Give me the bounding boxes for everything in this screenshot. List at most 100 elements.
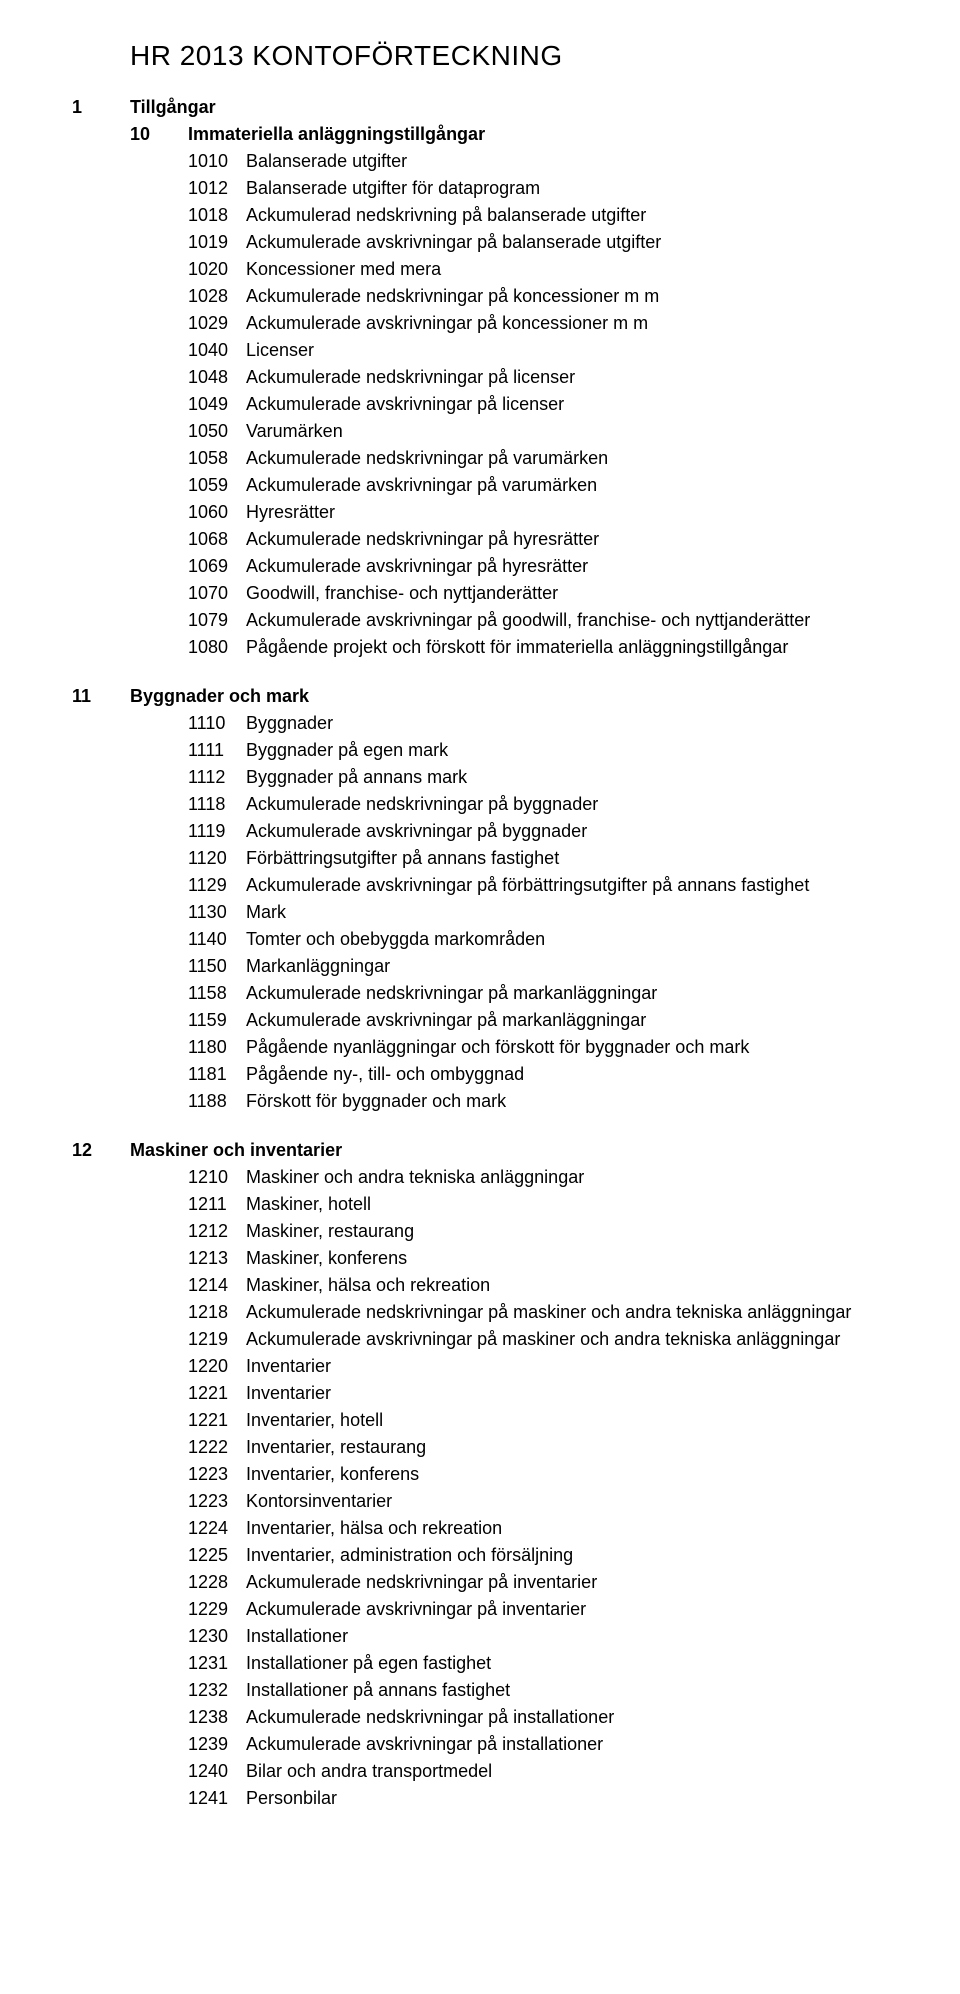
account-description: Kontorsinventarier — [246, 1488, 900, 1515]
account-description: Ackumulerade nedskrivningar på maskiner … — [246, 1299, 900, 1326]
account-rows: 1210Maskiner och andra tekniska anläggni… — [130, 1164, 900, 1812]
account-code: 1110 — [188, 710, 246, 737]
account-code: 1225 — [188, 1542, 246, 1569]
account-code: 1228 — [188, 1569, 246, 1596]
account-code: 1224 — [188, 1515, 246, 1542]
account-rows: 1010Balanserade utgifter1012Balanserade … — [130, 148, 900, 661]
account-row: 1010Balanserade utgifter — [188, 148, 900, 175]
account-description: Byggnader på egen mark — [246, 737, 900, 764]
account-description: Ackumulerade avskrivningar på förbättrin… — [246, 872, 900, 899]
account-description: Balanserade utgifter — [246, 148, 900, 175]
account-row: 1188Förskott för byggnader och mark — [188, 1088, 900, 1115]
account-row: 1028Ackumulerade nedskrivningar på konce… — [188, 283, 900, 310]
account-code: 1212 — [188, 1218, 246, 1245]
account-description: Inventarier, hälsa och rekreation — [246, 1515, 900, 1542]
page: HR 2013 KONTOFÖRTECKNING 1 Tillgångar 10… — [0, 40, 960, 1812]
account-description: Ackumulerade nedskrivningar på koncessio… — [246, 283, 900, 310]
group-code: 10 — [130, 121, 188, 148]
account-code: 1140 — [188, 926, 246, 953]
section-header: 12 Maskiner och inventarier — [130, 1137, 900, 1164]
account-code: 1211 — [188, 1191, 246, 1218]
account-row: 1012Balanserade utgifter för dataprogram — [188, 175, 900, 202]
account-description: Personbilar — [246, 1785, 900, 1812]
account-code: 1058 — [188, 445, 246, 472]
account-code: 1130 — [188, 899, 246, 926]
account-description: Koncessioner med mera — [246, 256, 900, 283]
section-header: 11 Byggnader och mark — [130, 683, 900, 710]
account-row: 1020Koncessioner med mera — [188, 256, 900, 283]
account-row: 1049Ackumulerade avskrivningar på licens… — [188, 391, 900, 418]
account-description: Balanserade utgifter för dataprogram — [246, 175, 900, 202]
account-description: Mark — [246, 899, 900, 926]
account-description: Förskott för byggnader och mark — [246, 1088, 900, 1115]
account-description: Pågående nyanläggningar och förskott för… — [246, 1034, 900, 1061]
account-code: 1028 — [188, 283, 246, 310]
account-row: 1111Byggnader på egen mark — [188, 737, 900, 764]
account-row: 1120Förbättringsutgifter på annans fasti… — [188, 845, 900, 872]
group-title: Immateriella anläggningstillgångar — [188, 121, 900, 148]
account-code: 1070 — [188, 580, 246, 607]
account-code: 1020 — [188, 256, 246, 283]
account-row: 1230Installationer — [188, 1623, 900, 1650]
account-code: 1080 — [188, 634, 246, 661]
account-code: 1111 — [188, 737, 246, 764]
account-code: 1181 — [188, 1061, 246, 1088]
account-description: Ackumulerade avskrivningar på inventarie… — [246, 1596, 900, 1623]
account-code: 1060 — [188, 499, 246, 526]
account-description: Ackumulerade nedskrivningar på installat… — [246, 1704, 900, 1731]
account-row: 1223Kontorsinventarier — [188, 1488, 900, 1515]
account-code: 1118 — [188, 791, 246, 818]
account-code: 1068 — [188, 526, 246, 553]
account-row: 1241Personbilar — [188, 1785, 900, 1812]
account-code: 1218 — [188, 1299, 246, 1326]
account-description: Inventarier — [246, 1353, 900, 1380]
account-row: 1048Ackumulerade nedskrivningar på licen… — [188, 364, 900, 391]
account-description: Inventarier, restaurang — [246, 1434, 900, 1461]
account-row: 1240Bilar och andra transportmedel — [188, 1758, 900, 1785]
account-row: 1221Inventarier, hotell — [188, 1407, 900, 1434]
account-code: 1238 — [188, 1704, 246, 1731]
account-row: 1228Ackumulerade nedskrivningar på inven… — [188, 1569, 900, 1596]
account-code: 1049 — [188, 391, 246, 418]
account-row: 1219Ackumulerade avskrivningar på maskin… — [188, 1326, 900, 1353]
account-description: Maskiner, restaurang — [246, 1218, 900, 1245]
account-row: 1140Tomter och obebyggda markområden — [188, 926, 900, 953]
account-row: 1150Markanläggningar — [188, 953, 900, 980]
account-description: Tomter och obebyggda markområden — [246, 926, 900, 953]
account-row: 1222Inventarier, restaurang — [188, 1434, 900, 1461]
account-description: Förbättringsutgifter på annans fastighet — [246, 845, 900, 872]
account-description: Bilar och andra transportmedel — [246, 1758, 900, 1785]
account-row: 1079Ackumulerade avskrivningar på goodwi… — [188, 607, 900, 634]
account-row: 1212Maskiner, restaurang — [188, 1218, 900, 1245]
account-row: 1180Pågående nyanläggningar och förskott… — [188, 1034, 900, 1061]
account-code: 1029 — [188, 310, 246, 337]
group-title: Byggnader och mark — [130, 683, 900, 710]
account-row: 1221Inventarier — [188, 1380, 900, 1407]
account-row: 1059Ackumulerade avskrivningar på varumä… — [188, 472, 900, 499]
account-row: 1211Maskiner, hotell — [188, 1191, 900, 1218]
account-row: 1159Ackumulerade avskrivningar på markan… — [188, 1007, 900, 1034]
account-description: Licenser — [246, 337, 900, 364]
section-header: 1 Tillgångar — [130, 94, 900, 121]
account-row: 1069Ackumulerade avskrivningar på hyresr… — [188, 553, 900, 580]
account-rows: 1110Byggnader1111Byggnader på egen mark1… — [130, 710, 900, 1115]
account-row: 1239Ackumulerade avskrivningar på instal… — [188, 1731, 900, 1758]
account-code: 1010 — [188, 148, 246, 175]
account-description: Ackumulerad nedskrivning på balanserade … — [246, 202, 900, 229]
account-code: 1158 — [188, 980, 246, 1007]
account-description: Installationer på annans fastighet — [246, 1677, 900, 1704]
account-description: Ackumulerade avskrivningar på byggnader — [246, 818, 900, 845]
account-code: 1241 — [188, 1785, 246, 1812]
account-code: 1230 — [188, 1623, 246, 1650]
account-row: 1110Byggnader — [188, 710, 900, 737]
account-description: Ackumulerade nedskrivningar på byggnader — [246, 791, 900, 818]
account-row: 1220Inventarier — [188, 1353, 900, 1380]
account-row: 1060Hyresrätter — [188, 499, 900, 526]
account-code: 1018 — [188, 202, 246, 229]
account-code: 1223 — [188, 1461, 246, 1488]
account-code: 1129 — [188, 872, 246, 899]
account-row: 1229Ackumulerade avskrivningar på invent… — [188, 1596, 900, 1623]
account-row: 1238Ackumulerade nedskrivningar på insta… — [188, 1704, 900, 1731]
account-code: 1079 — [188, 607, 246, 634]
account-description: Ackumulerade avskrivningar på maskiner o… — [246, 1326, 900, 1353]
